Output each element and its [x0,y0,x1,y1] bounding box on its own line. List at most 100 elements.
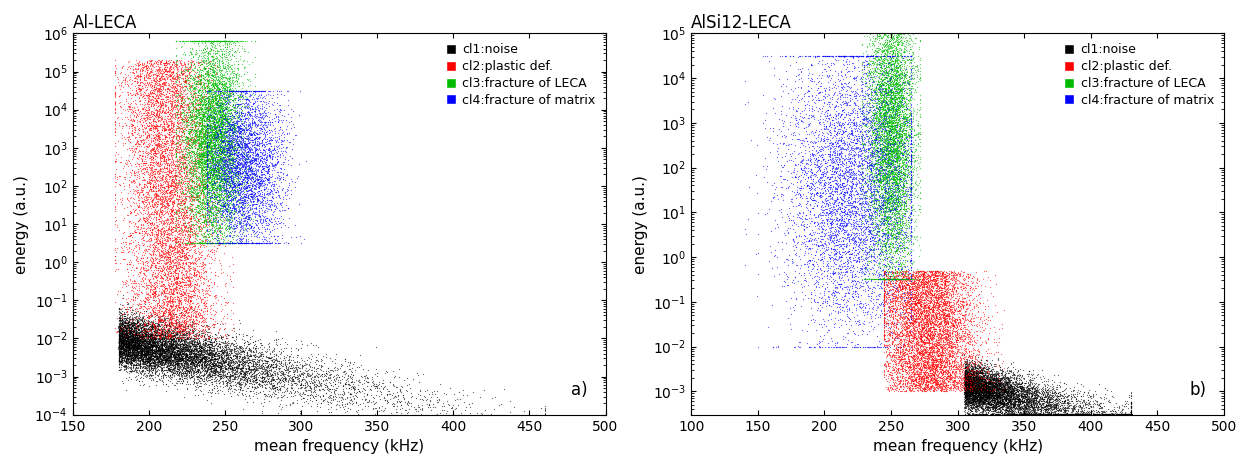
Point [168,189,188,196]
Point [241,176,261,183]
Point [208,118,228,125]
Point [873,141,893,148]
Point [1020,398,1040,406]
Point [909,268,929,276]
Point [340,383,360,391]
Point [216,117,236,125]
Point [893,342,913,350]
Point [240,339,260,347]
Point [848,67,868,75]
Point [230,227,250,235]
Point [141,221,161,228]
Point [219,101,239,108]
Point [111,337,131,344]
Point [888,128,908,136]
Point [886,232,906,239]
Point [888,93,908,101]
Point [892,158,912,165]
Point [928,315,948,322]
Point [888,168,908,176]
Point [960,375,980,382]
Point [888,94,908,102]
Point [945,305,965,312]
Point [828,228,848,236]
Point [789,264,809,271]
Point [221,341,241,348]
Point [819,255,839,262]
Point [836,189,856,196]
Point [200,392,220,399]
Point [384,411,404,418]
Point [166,238,186,245]
Point [796,124,816,131]
Point [186,346,206,353]
Point [883,178,903,185]
Point [218,154,238,161]
Point [912,363,932,371]
Point [181,200,201,207]
Point [1053,408,1073,416]
Point [931,359,951,366]
Point [906,367,926,375]
Point [809,71,829,79]
Point [904,74,924,82]
Point [110,98,130,106]
Point [869,103,889,111]
Point [914,346,934,353]
Point [877,104,897,112]
Point [125,334,145,342]
Point [156,355,176,362]
Point [145,346,165,354]
Point [111,323,131,331]
Point [159,310,179,318]
Point [957,377,977,384]
Point [281,154,301,161]
Point [899,164,919,172]
Point [956,380,976,388]
Point [826,103,846,110]
Point [116,340,136,348]
Point [180,125,200,133]
Point [951,386,971,393]
Point [879,313,899,321]
Point [149,130,169,137]
Point [970,393,990,401]
Point [254,143,274,151]
Point [281,376,301,383]
Point [193,67,213,74]
Point [119,183,139,191]
Point [176,350,196,358]
Point [325,375,345,383]
Point [952,328,972,335]
Point [881,195,901,202]
Point [834,203,854,210]
Point [883,123,903,130]
Point [185,126,205,133]
Point [869,201,889,209]
Point [899,282,919,290]
Point [184,37,204,45]
Point [886,145,906,153]
Point [151,114,171,122]
Point [208,199,228,207]
Point [327,402,347,409]
Point [151,312,171,320]
Point [144,342,164,350]
Point [123,345,143,353]
Point [129,334,149,342]
Point [203,131,223,139]
Point [123,332,143,339]
Point [978,395,998,402]
Point [161,279,181,287]
Point [128,369,148,377]
Point [248,123,268,130]
Point [133,356,153,363]
Point [144,358,164,365]
Point [173,358,193,365]
Point [230,185,250,192]
Point [833,128,853,136]
Point [867,214,887,222]
Point [1121,410,1141,417]
Point [1038,397,1058,404]
Point [879,193,899,201]
